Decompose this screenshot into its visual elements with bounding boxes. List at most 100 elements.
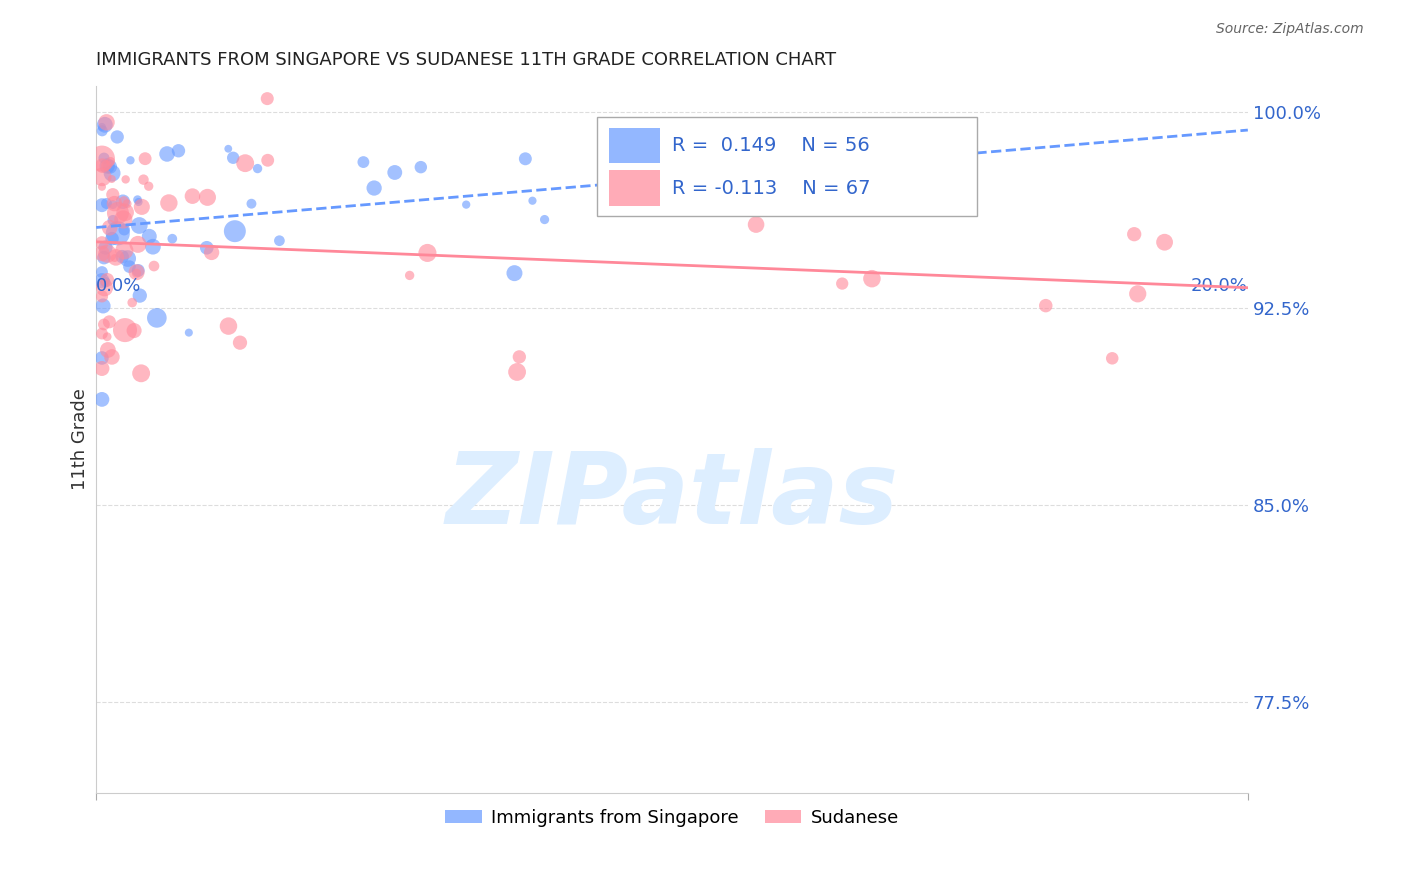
Point bbox=[96, 273, 118, 287]
Point bbox=[456, 197, 478, 211]
Point bbox=[114, 172, 136, 186]
Point bbox=[129, 367, 152, 381]
Point bbox=[111, 194, 134, 209]
Point bbox=[96, 246, 118, 260]
Point bbox=[1101, 351, 1123, 366]
Point bbox=[256, 153, 278, 168]
Point bbox=[118, 260, 141, 274]
Point bbox=[101, 232, 124, 246]
Point bbox=[91, 120, 114, 134]
Point bbox=[101, 197, 124, 211]
Point bbox=[104, 251, 127, 265]
Point bbox=[717, 171, 740, 186]
Point bbox=[98, 315, 121, 329]
Point bbox=[233, 156, 256, 170]
Point bbox=[217, 142, 239, 156]
Point bbox=[508, 350, 530, 364]
Point bbox=[120, 153, 142, 168]
Point bbox=[156, 147, 179, 161]
Point bbox=[107, 227, 129, 241]
Point bbox=[128, 288, 150, 302]
Point bbox=[860, 271, 883, 285]
Point bbox=[132, 172, 155, 186]
Point bbox=[1035, 299, 1057, 313]
Point bbox=[146, 310, 169, 325]
Point bbox=[131, 200, 153, 214]
Point bbox=[177, 326, 200, 340]
Text: R =  0.149    N = 56: R = 0.149 N = 56 bbox=[672, 136, 870, 155]
Point bbox=[506, 365, 529, 379]
Point bbox=[142, 240, 165, 254]
Point bbox=[1123, 227, 1146, 242]
Point bbox=[125, 265, 148, 279]
Point bbox=[125, 266, 148, 280]
Point bbox=[1126, 286, 1149, 301]
Point bbox=[91, 179, 114, 194]
Point bbox=[197, 190, 219, 204]
Point bbox=[256, 92, 278, 106]
Point bbox=[134, 152, 156, 166]
Point bbox=[91, 265, 114, 279]
Point bbox=[162, 232, 184, 246]
Point bbox=[522, 194, 544, 208]
Point bbox=[104, 251, 127, 265]
Point bbox=[91, 392, 114, 407]
Point bbox=[94, 118, 117, 132]
Bar bbox=[609, 170, 661, 206]
Point bbox=[112, 194, 135, 209]
Point bbox=[103, 196, 125, 211]
Point bbox=[100, 172, 122, 186]
Point bbox=[91, 235, 114, 250]
Point bbox=[352, 155, 374, 169]
Point bbox=[115, 196, 138, 211]
Point bbox=[363, 181, 385, 195]
Point bbox=[269, 234, 291, 248]
Point bbox=[114, 323, 136, 337]
Point bbox=[1153, 235, 1175, 250]
Point bbox=[101, 213, 124, 227]
Point bbox=[127, 237, 149, 252]
Point bbox=[93, 318, 115, 332]
Point bbox=[91, 198, 114, 212]
Point bbox=[91, 361, 114, 376]
Point bbox=[111, 250, 134, 264]
Point bbox=[96, 159, 118, 173]
Point bbox=[91, 289, 114, 303]
Point bbox=[91, 124, 114, 138]
Point bbox=[112, 223, 135, 237]
Point bbox=[409, 160, 432, 174]
Point bbox=[143, 259, 166, 273]
Bar bbox=[609, 128, 661, 163]
Y-axis label: 11th Grade: 11th Grade bbox=[72, 389, 89, 491]
Point bbox=[112, 244, 135, 258]
Point bbox=[96, 330, 118, 344]
Point bbox=[128, 194, 150, 209]
Point bbox=[222, 151, 245, 165]
Legend: Immigrants from Singapore, Sudanese: Immigrants from Singapore, Sudanese bbox=[439, 801, 905, 834]
Point bbox=[138, 229, 160, 244]
Point bbox=[96, 158, 118, 172]
Point bbox=[127, 263, 149, 277]
Point bbox=[533, 212, 555, 227]
Text: R = -0.113    N = 67: R = -0.113 N = 67 bbox=[672, 178, 870, 198]
Point bbox=[117, 252, 139, 266]
Point bbox=[101, 166, 124, 180]
Point bbox=[91, 351, 114, 365]
Text: 0.0%: 0.0% bbox=[96, 277, 142, 294]
FancyBboxPatch shape bbox=[598, 118, 977, 217]
Point bbox=[503, 266, 526, 280]
Point bbox=[107, 206, 129, 220]
Point bbox=[515, 152, 537, 166]
Point bbox=[112, 212, 135, 227]
Point bbox=[157, 196, 180, 211]
Point bbox=[105, 130, 128, 145]
Point bbox=[128, 219, 150, 233]
Point bbox=[93, 151, 115, 165]
Point bbox=[127, 193, 149, 207]
Point bbox=[96, 196, 118, 211]
Point bbox=[167, 144, 190, 158]
Point bbox=[114, 205, 136, 219]
Point bbox=[138, 179, 160, 194]
Point bbox=[246, 161, 269, 176]
Point bbox=[195, 241, 218, 255]
